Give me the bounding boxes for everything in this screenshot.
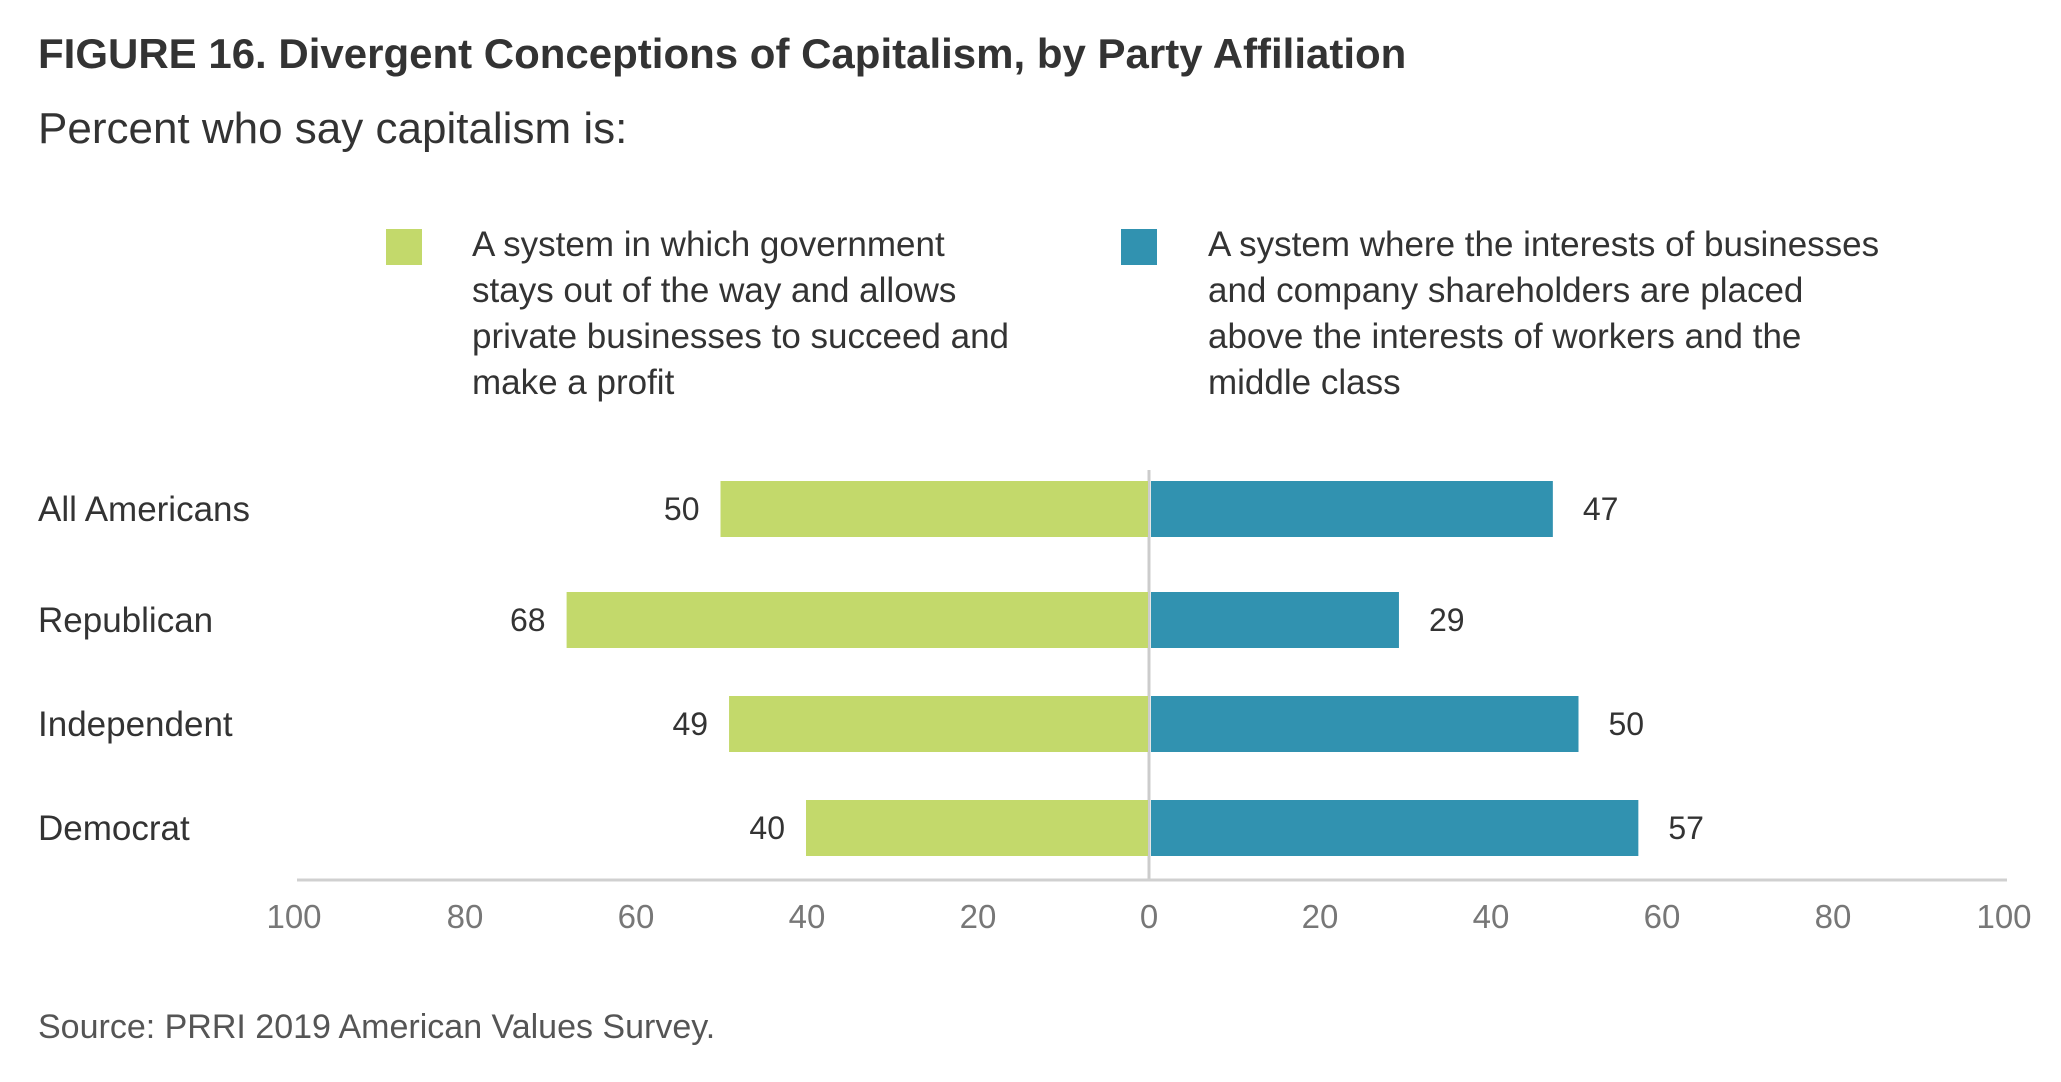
bar-left-independent [729, 696, 1148, 752]
bar-right-republican [1151, 592, 1399, 648]
value-label-left-all-americans: 50 [664, 491, 700, 527]
x-tick-label: 60 [1644, 898, 1681, 935]
legend-swatch-business-interests [1121, 229, 1157, 265]
value-label-left-republican: 68 [510, 602, 546, 638]
value-label-left-independent: 49 [672, 706, 708, 742]
source-note: Source: PRRI 2019 American Values Survey… [38, 1008, 716, 1046]
bar-right-democrat [1151, 800, 1639, 856]
x-tick-label: 40 [789, 898, 826, 935]
value-label-right-democrat: 57 [1668, 810, 1704, 846]
x-tick-label: 100 [1976, 898, 2031, 935]
bar-right-independent [1151, 696, 1579, 752]
x-tick-label: 80 [1815, 898, 1852, 935]
chart-subtitle: Percent who say capitalism is: [38, 104, 628, 153]
category-label-republican: Republican [38, 601, 213, 640]
x-tick-label: 20 [1302, 898, 1339, 935]
legend-label-government-out: A system in which government stays out o… [472, 225, 1009, 402]
legend-label-business-interests: A system where the interests of business… [1208, 225, 1880, 402]
x-tick-label: 20 [960, 898, 997, 935]
value-label-right-all-americans: 47 [1583, 491, 1619, 527]
x-tick-label: 0 [1140, 898, 1158, 935]
x-tick-label: 100 [266, 898, 321, 935]
bar-right-all-americans [1151, 481, 1553, 537]
bar-left-all-americans [720, 481, 1148, 537]
category-label-independent: Independent [38, 705, 233, 744]
bar-left-democrat [806, 800, 1148, 856]
x-tick-label: 60 [618, 898, 655, 935]
value-label-right-republican: 29 [1429, 602, 1465, 638]
x-tick-label: 40 [1473, 898, 1510, 935]
category-label-democrat: Democrat [38, 809, 190, 848]
value-label-left-democrat: 40 [749, 810, 785, 846]
chart-title: FIGURE 16. Divergent Conceptions of Capi… [38, 30, 1407, 77]
category-label-all-americans: All Americans [38, 490, 250, 529]
legend-swatch-government-out [386, 229, 422, 265]
x-tick-label: 80 [447, 898, 484, 935]
bar-left-republican [566, 592, 1148, 648]
value-label-right-independent: 50 [1609, 706, 1645, 742]
